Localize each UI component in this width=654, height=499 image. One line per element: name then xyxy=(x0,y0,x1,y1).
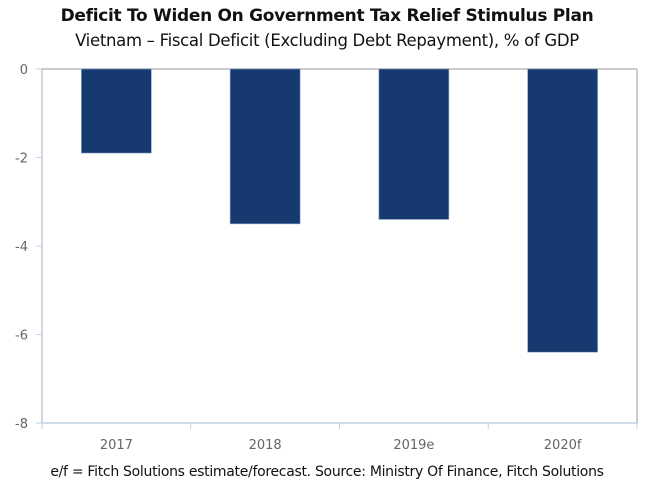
x-axis: 2017 2018 2019e 2020f xyxy=(41,423,638,453)
y-tick-label: 0 xyxy=(20,63,28,78)
y-tick-label: -6 xyxy=(15,329,28,344)
bars xyxy=(81,68,598,353)
chart-subtitle: Vietnam – Fiscal Deficit (Excluding Debt… xyxy=(75,31,579,50)
bar-2020f xyxy=(527,68,598,353)
bar-2018 xyxy=(229,68,301,225)
x-tick-label: 2017 xyxy=(100,438,133,453)
x-tick-label: 2018 xyxy=(249,438,282,453)
y-tick-label: -4 xyxy=(15,240,28,255)
bar-2019e xyxy=(378,68,450,220)
y-tick-label: -2 xyxy=(15,152,28,167)
chart-footnote: e/f = Fitch Solutions estimate/forecast.… xyxy=(50,464,604,480)
chart-title: Deficit To Widen On Government Tax Relie… xyxy=(60,6,594,26)
x-tick-label: 2020f xyxy=(544,438,582,453)
y-tick-label: -8 xyxy=(15,417,28,432)
bar-2017 xyxy=(81,68,152,154)
x-tick-label: 2019e xyxy=(393,438,434,453)
y-axis: 0 -2 -4 -6 -8 xyxy=(15,63,42,432)
